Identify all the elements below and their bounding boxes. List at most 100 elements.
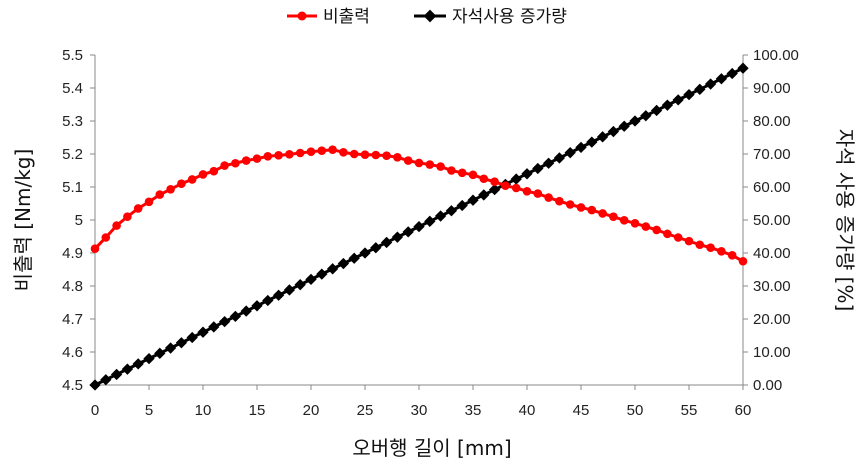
data-point: [101, 233, 111, 242]
data-point: [90, 244, 100, 254]
data-point: [187, 175, 197, 184]
data-point: [478, 189, 490, 201]
data-point: [694, 83, 706, 95]
data-point: [456, 199, 468, 212]
data-point: [650, 104, 663, 117]
data-point: [175, 337, 188, 349]
data-point: [186, 331, 198, 344]
data-point: [619, 216, 629, 225]
x-tick-label: 5: [145, 402, 153, 419]
data-point: [607, 125, 620, 138]
left-y-tick-label: 4.6: [62, 344, 83, 361]
data-point: [425, 160, 435, 169]
data-point: [143, 352, 155, 365]
data-point: [359, 247, 371, 259]
data-point: [209, 166, 219, 176]
data-point: [262, 294, 274, 307]
series-specific-output: [90, 145, 748, 266]
data-point: [166, 185, 175, 194]
left-y-tick-labels: 4.5 4.6 4.7 4.8 4.9 5 5.1 5.2 5.3 5.4 5.5: [62, 47, 83, 394]
data-point: [370, 242, 382, 254]
data-point: [110, 368, 123, 381]
data-point: [532, 162, 544, 175]
data-point: [587, 205, 597, 215]
data-point: [738, 256, 748, 266]
x-tick-label: 40: [519, 402, 536, 419]
data-point: [661, 99, 674, 111]
data-point: [468, 170, 478, 180]
data-point: [339, 148, 348, 157]
data-point: [511, 183, 521, 193]
right-y-tick-label: 100.00: [753, 47, 799, 64]
data-point: [564, 147, 576, 159]
data-point: [663, 229, 672, 239]
data-point: [403, 156, 413, 165]
x-tick-label: 0: [91, 402, 99, 419]
right-y-axis-title: 자석 사용 증가량 [%]: [833, 129, 857, 311]
data-point: [328, 145, 337, 155]
x-tick-label: 35: [465, 402, 482, 419]
x-tick-label: 25: [357, 402, 374, 419]
data-point: [316, 268, 328, 280]
data-point: [565, 200, 575, 209]
right-y-tick-label: 80.00: [753, 113, 791, 130]
data-point: [630, 219, 640, 228]
data-point: [533, 189, 543, 198]
data-point: [488, 183, 501, 196]
data-point: [305, 273, 317, 286]
data-point: [447, 166, 456, 175]
right-y-tick-label: 70.00: [753, 146, 791, 163]
data-point: [306, 147, 316, 156]
data-point: [144, 197, 154, 207]
data-point: [727, 251, 737, 260]
x-tick-label: 15: [249, 402, 266, 419]
data-point: [467, 194, 479, 206]
data-point: [295, 148, 305, 158]
data-point: [704, 78, 717, 90]
x-tick-label: 50: [627, 402, 644, 419]
data-point: [672, 94, 684, 106]
data-point: [326, 263, 339, 275]
legend-item-series-2: 자석사용 증가량: [414, 7, 567, 27]
data-point: [695, 240, 705, 250]
data-point: [402, 226, 414, 238]
x-tick-label: 20: [303, 402, 320, 419]
left-y-tick-label: 5.3: [62, 113, 83, 130]
right-y-tick-label: 60.00: [753, 179, 791, 196]
data-point: [706, 243, 715, 253]
data-point: [457, 168, 467, 178]
left-y-tick-label: 4.8: [62, 278, 83, 295]
data-point: [436, 162, 445, 171]
left-y-tick-label: 5.1: [62, 179, 83, 196]
data-point: [576, 203, 586, 212]
data-point: [737, 62, 749, 74]
data-point: [413, 220, 425, 233]
data-point: [121, 363, 134, 375]
series-magnet-usage: [89, 62, 749, 391]
data-point: [522, 186, 532, 196]
right-y-tick-label: 20.00: [753, 311, 791, 328]
data-point: [263, 152, 273, 161]
left-y-tick-label: 5.4: [62, 80, 83, 97]
data-point: [424, 215, 436, 227]
legend-marker-series-1: [297, 11, 307, 21]
data-point: [640, 110, 652, 122]
legend-item-series-1: 비출력: [287, 7, 370, 27]
data-point: [177, 179, 186, 188]
x-tick-label: 30: [411, 402, 428, 419]
data-point: [274, 151, 283, 160]
legend-marker-series-2: [423, 9, 437, 23]
data-point: [337, 257, 350, 270]
data-point: [501, 181, 510, 190]
data-point: [208, 321, 220, 333]
data-point: [521, 168, 533, 180]
data-point: [673, 233, 683, 242]
data-point: [220, 161, 229, 170]
data-point: [241, 156, 251, 165]
data-point: [283, 284, 296, 296]
data-point: [132, 358, 144, 370]
right-y-tick-label: 90.00: [753, 80, 791, 97]
data-point: [164, 342, 177, 354]
left-y-tick-label: 4.5: [62, 377, 83, 394]
data-point: [555, 196, 564, 206]
